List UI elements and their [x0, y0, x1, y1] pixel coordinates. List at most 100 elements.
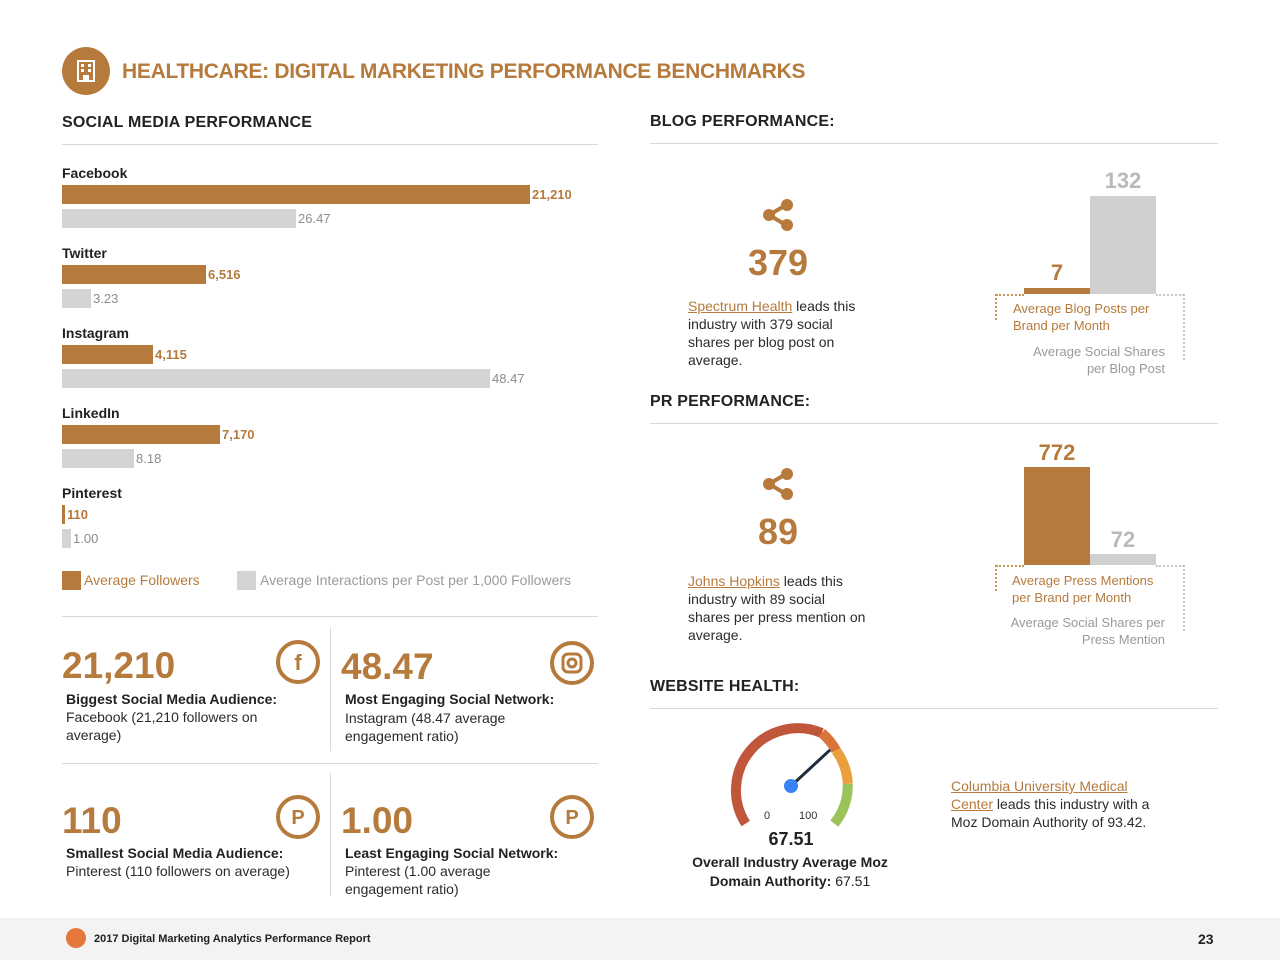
pinterest-icon: P	[550, 795, 594, 839]
stat-number: 48.47	[341, 646, 434, 687]
divider	[62, 763, 598, 764]
gauge-min-label: 0	[764, 810, 771, 822]
stat-description: Instagram (48.47 average engagement rati…	[345, 710, 506, 744]
blog-bar-shares	[1090, 196, 1156, 294]
stat-number: 110	[62, 800, 122, 841]
blog-description: Spectrum Health leads this industry with…	[688, 297, 878, 369]
bar-value-interactions: 8.18	[136, 451, 162, 466]
pr-bar-label-shares: 72	[1110, 527, 1136, 552]
divider	[650, 143, 1218, 144]
website-section-title: WEBSITE HEALTH:	[650, 678, 800, 695]
stat-label: Biggest Social Media Audience:	[66, 691, 278, 707]
pr-top-shares: 89	[757, 511, 799, 552]
blog-description-text: leads this industry with 379 social shar…	[688, 298, 856, 368]
gauge-max-label: 100	[799, 810, 818, 822]
platform-label: LinkedIn	[62, 405, 120, 421]
bar-value-interactions: 3.23	[93, 291, 119, 306]
bar-interactions	[62, 209, 296, 228]
social-section-title: SOCIAL MEDIA PERFORMANCE	[62, 114, 313, 131]
stat-label: Most Engaging Social Network:	[345, 691, 555, 707]
stat-number: 21,210	[62, 645, 176, 686]
blog-bar-posts	[1024, 288, 1090, 294]
blog-bar-label-shares: 132	[1104, 168, 1142, 193]
svg-text:f: f	[294, 650, 302, 675]
page-number: 23	[1198, 931, 1214, 947]
bar-followers	[62, 425, 220, 444]
stat-description: Facebook (21,210 followers on average)	[66, 709, 258, 743]
moz-gauge	[720, 720, 860, 835]
gauge-segment	[831, 747, 853, 785]
bar-value-interactions: 26.47	[298, 211, 331, 226]
stat-label: Least Engaging Social Network:	[345, 845, 559, 861]
bar-followers	[62, 185, 530, 204]
pr-section-title: PR PERFORMANCE:	[650, 393, 811, 410]
pr-description: Johns Hopkins leads this industry with 8…	[688, 572, 868, 644]
footer-report-title: 2017 Digital Marketing Analytics Perform…	[94, 933, 371, 945]
platform-label: Twitter	[62, 245, 107, 261]
pr-caption-mentions: Average Press Mentions per Brand per Mon…	[1012, 573, 1154, 605]
platform-label: Facebook	[62, 165, 128, 181]
page-title: HEALTHCARE: DIGITAL MARKETING PERFORMANC…	[122, 60, 806, 83]
platform-label: Pinterest	[62, 485, 122, 501]
blog-leader-link[interactable]: Spectrum Health	[688, 298, 793, 314]
connector	[1156, 565, 1184, 567]
blog-bar-label-posts: 7	[1050, 260, 1064, 285]
blog-caption-shares: Average Social Shares per Blog Post	[1032, 344, 1165, 376]
website-description-text: leads this industry with a Moz Domain Au…	[951, 796, 1150, 830]
bar-interactions	[62, 529, 71, 548]
bar-value-interactions: 1.00	[73, 531, 99, 546]
divider	[330, 628, 331, 751]
bar-interactions	[62, 369, 490, 388]
legend-label-followers: Average Followers	[84, 572, 200, 588]
legend-swatch-followers	[62, 571, 81, 590]
bar-value-followers: 4,115	[155, 347, 187, 362]
divider	[62, 616, 598, 617]
pr-bar-mentions	[1024, 467, 1090, 565]
bar-value-followers: 21,210	[532, 187, 572, 202]
gauge-needle	[789, 749, 831, 788]
gauge-segment	[731, 723, 824, 827]
bar-value-followers: 6,516	[208, 267, 241, 282]
platform-label: Instagram	[62, 325, 129, 341]
divider	[650, 708, 1218, 709]
connector	[1156, 294, 1184, 296]
blog-caption-posts: Average Blog Posts per Brand per Month	[1013, 301, 1150, 333]
instagram-icon	[550, 641, 594, 685]
gauge-value: 67.51	[768, 829, 814, 849]
connector	[1183, 294, 1185, 360]
bar-followers	[62, 505, 65, 524]
gauge-caption-value: 67.51	[831, 873, 871, 889]
svg-text:P: P	[291, 807, 304, 829]
svg-text:P: P	[565, 807, 578, 829]
report-logo-icon	[66, 928, 86, 948]
connector	[996, 294, 1024, 296]
stat-description: Pinterest (110 followers on average)	[66, 863, 290, 879]
pr-bar-label-mentions: 772	[1038, 440, 1076, 465]
gauge-segment	[830, 783, 853, 827]
stat-label: Smallest Social Media Audience:	[66, 845, 284, 861]
bar-interactions	[62, 289, 91, 308]
connector	[995, 294, 997, 320]
share-icon	[760, 466, 796, 507]
connector	[996, 565, 1024, 567]
gauge-caption: Overall Industry Average Moz Domain Auth…	[680, 853, 900, 891]
connector	[995, 565, 997, 591]
divider	[650, 423, 1218, 424]
facebook-icon: f	[276, 640, 320, 684]
bar-interactions	[62, 449, 134, 468]
stat-description: Pinterest (1.00 average engagement ratio…	[345, 863, 491, 897]
bar-value-interactions: 48.47	[492, 371, 525, 386]
website-leader-link[interactable]: Columbia University Medical Center	[951, 778, 1128, 812]
pr-description-text: leads this industry with 89 social share…	[688, 573, 866, 643]
bar-value-followers: 110	[67, 507, 88, 522]
pr-bar-shares	[1090, 554, 1156, 565]
divider	[62, 144, 598, 145]
gauge-hub	[784, 779, 798, 793]
stat-number: 1.00	[341, 800, 414, 841]
legend-label-interactions: Average Interactions per Post per 1,000 …	[260, 572, 572, 588]
footer	[0, 918, 1280, 960]
pr-leader-link[interactable]: Johns Hopkins	[688, 573, 780, 589]
bar-followers	[62, 345, 153, 364]
pr-caption-shares: Average Social Shares per Press Mention	[1010, 615, 1165, 647]
gauge-segment	[818, 729, 841, 754]
